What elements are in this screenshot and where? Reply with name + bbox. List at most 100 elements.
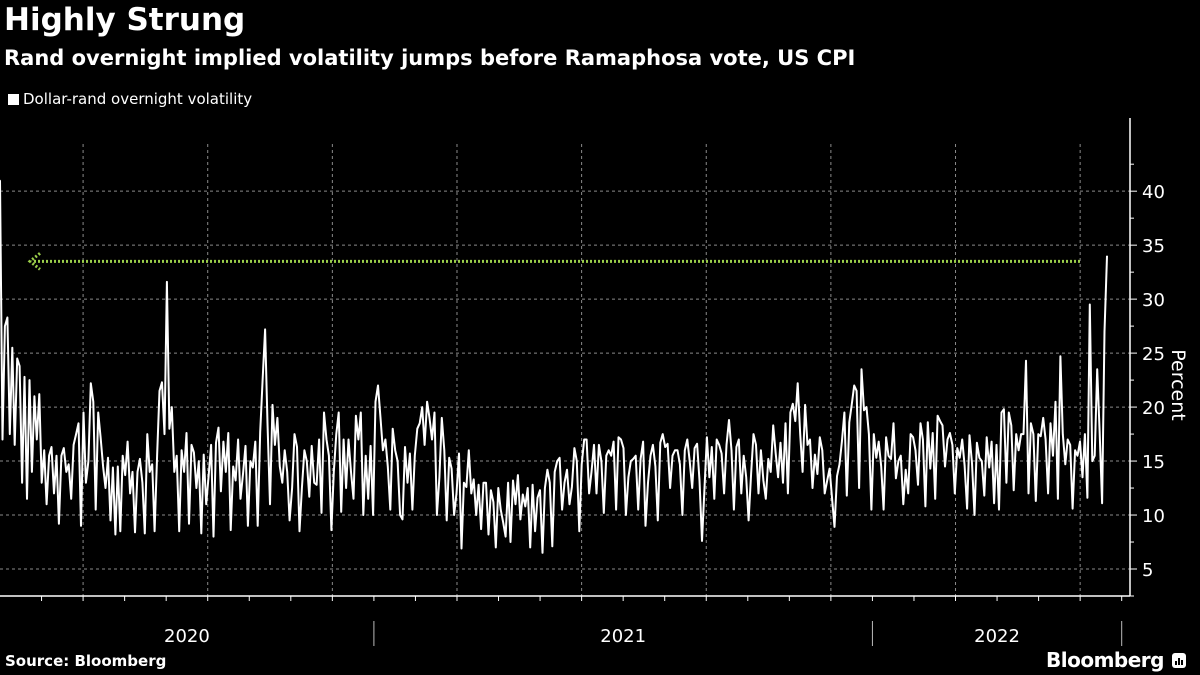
data-point bbox=[826, 479, 828, 482]
data-point bbox=[1059, 355, 1061, 357]
data-point bbox=[220, 490, 222, 492]
data-point bbox=[414, 455, 416, 457]
data-point bbox=[654, 465, 657, 468]
data-point bbox=[311, 445, 313, 447]
data-point bbox=[998, 509, 1000, 511]
y-tick-label: 5 bbox=[1142, 560, 1153, 581]
data-point bbox=[100, 436, 102, 438]
data-point bbox=[497, 487, 499, 489]
data-point bbox=[836, 475, 838, 477]
data-point bbox=[676, 449, 679, 451]
data-point bbox=[892, 422, 895, 424]
data-point bbox=[593, 444, 595, 446]
data-point bbox=[367, 498, 369, 500]
data-point bbox=[303, 449, 305, 451]
source-note: Source: Bloomberg bbox=[5, 652, 167, 670]
data-point bbox=[198, 460, 200, 462]
data-point bbox=[443, 449, 445, 451]
data-point bbox=[937, 415, 939, 417]
data-point bbox=[318, 438, 320, 441]
data-point bbox=[870, 509, 873, 511]
data-point bbox=[225, 471, 227, 473]
data-point bbox=[576, 460, 578, 462]
data-point bbox=[416, 428, 418, 430]
data-point bbox=[291, 487, 293, 489]
data-point bbox=[1000, 411, 1003, 414]
data-point bbox=[90, 382, 92, 384]
data-point bbox=[470, 492, 472, 494]
data-point bbox=[640, 458, 642, 460]
data-point bbox=[541, 552, 544, 554]
data-point bbox=[85, 482, 87, 484]
data-point bbox=[382, 449, 384, 451]
data-point bbox=[556, 460, 558, 462]
brand-name: Bloomberg bbox=[1046, 648, 1164, 672]
data-point bbox=[568, 503, 571, 505]
data-point bbox=[48, 455, 50, 457]
data-point bbox=[166, 281, 168, 283]
data-point bbox=[306, 460, 308, 462]
data-point bbox=[735, 446, 738, 448]
data-point bbox=[298, 530, 301, 532]
data-point bbox=[244, 445, 247, 447]
data-point bbox=[320, 512, 323, 514]
data-point bbox=[230, 529, 232, 531]
data-point bbox=[905, 469, 907, 471]
data-point bbox=[1005, 482, 1008, 484]
data-point bbox=[200, 532, 202, 535]
data-point bbox=[978, 457, 981, 459]
data-point bbox=[11, 347, 13, 349]
data-point bbox=[1037, 433, 1039, 435]
data-point bbox=[993, 502, 995, 504]
data-point bbox=[58, 523, 60, 525]
data-point bbox=[1091, 460, 1093, 462]
data-point bbox=[281, 482, 283, 484]
data-point bbox=[706, 436, 708, 438]
data-point bbox=[53, 492, 55, 494]
data-point bbox=[819, 436, 821, 438]
data-point bbox=[983, 495, 985, 497]
data-point bbox=[514, 503, 517, 505]
data-point bbox=[50, 446, 53, 448]
data-point bbox=[797, 382, 799, 384]
data-point bbox=[107, 457, 109, 459]
data-point bbox=[193, 451, 195, 453]
data-point bbox=[31, 471, 33, 473]
data-point bbox=[573, 447, 576, 449]
data-point bbox=[208, 475, 210, 477]
data-point bbox=[964, 464, 966, 466]
data-point bbox=[301, 487, 303, 489]
data-point bbox=[185, 432, 188, 434]
data-point bbox=[752, 433, 755, 435]
chart-title: Highly Strung bbox=[4, 2, 246, 38]
data-point bbox=[264, 328, 266, 330]
data-point bbox=[1099, 430, 1101, 432]
data-point bbox=[460, 547, 463, 550]
data-point bbox=[43, 449, 45, 451]
data-point bbox=[694, 447, 696, 449]
data-point bbox=[632, 458, 634, 460]
data-point bbox=[924, 505, 927, 507]
y-tick-label: 10 bbox=[1142, 506, 1165, 527]
data-point bbox=[55, 455, 58, 457]
data-point bbox=[446, 519, 448, 522]
data-point bbox=[843, 411, 846, 414]
data-point bbox=[1020, 433, 1022, 435]
y-tick-label: 15 bbox=[1142, 452, 1165, 473]
data-point bbox=[529, 546, 531, 549]
data-point bbox=[131, 471, 134, 473]
data-point bbox=[782, 482, 784, 484]
data-point bbox=[451, 468, 453, 470]
data-point bbox=[4, 325, 6, 327]
data-point bbox=[910, 433, 912, 435]
bloomberg-chart-icon bbox=[1171, 652, 1186, 668]
data-point bbox=[509, 541, 512, 543]
data-point bbox=[286, 471, 288, 473]
data-point bbox=[421, 406, 423, 408]
data-point bbox=[36, 438, 38, 441]
data-point bbox=[212, 536, 215, 538]
data-point bbox=[448, 457, 450, 459]
data-point bbox=[419, 422, 421, 424]
brand-logo: Bloomberg bbox=[1046, 648, 1186, 672]
data-point bbox=[168, 428, 170, 430]
